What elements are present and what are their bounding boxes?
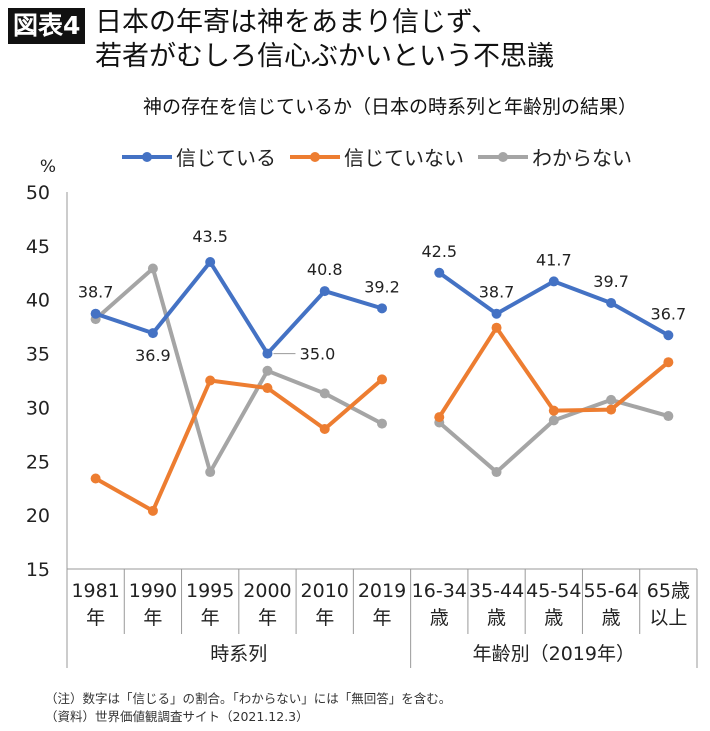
data-point [548,415,559,426]
note: （注）数字は「信じる」の割合。「わからない」には「無回答」を含む。 [45,691,452,706]
data-point [319,388,330,399]
data-point [319,286,330,297]
legend-marker [498,152,508,162]
source: （資料）世界価値観調査サイト（2021.12.3） [45,709,309,724]
data-label: 38.7 [479,283,515,302]
x-tick-label: 1990 [129,580,177,602]
data-label: 41.7 [536,250,572,269]
data-label: 39.2 [364,277,400,296]
y-tick-label: 40 [26,290,50,312]
x-tick-label: 35-44 [469,580,524,602]
x-tick-label: 55-64 [583,580,638,602]
y-tick-label: 35 [26,344,50,366]
y-tick-label: 20 [26,505,50,527]
data-label: 38.7 [78,283,114,302]
data-point [147,328,158,339]
figure-title: 日本の年寄は神をあまり信じず、 若者がむしろ信心ぶかいという不思議 [95,6,554,74]
data-point [90,308,101,319]
y-tick-label: 30 [26,397,50,419]
legend-label: 信じている [176,146,276,170]
data-point [90,473,101,484]
x-group-label: 時系列 [210,643,267,665]
data-point [491,322,502,333]
data-point [205,375,216,386]
x-tick-label: 2000 [243,580,291,602]
data-label: 43.5 [192,227,228,246]
legend-marker [310,152,320,162]
data-point [319,423,330,434]
data-point [377,418,387,429]
data-label: 36.7 [651,304,687,323]
data-point [262,383,273,394]
data-label: 36.9 [135,346,171,365]
x-tick-label: 以上 [649,607,687,629]
data-label: 40.8 [307,260,343,279]
data-point [548,276,559,287]
data-point [663,411,674,422]
data-point [606,394,617,405]
data-point [205,257,216,268]
x-tick-label: 年 [258,607,277,629]
data-point [205,467,216,478]
chart-title: 神の存在を信じているか（日本の時系列と年齢別の結果） [142,96,637,118]
x-tick-label: 65歳 [647,580,690,602]
x-tick-label: 2019 [358,580,406,602]
data-point [663,357,674,368]
data-point [606,297,617,308]
y-tick-label: 50 [26,182,50,204]
data-point [147,263,158,274]
data-point [434,412,445,423]
x-tick-label: 年 [315,607,334,629]
title-line-2: 若者がむしろ信心ぶかいという不思議 [95,41,554,72]
legend-label: 信じていない [344,146,464,170]
data-point [548,405,559,416]
y-axis-unit: % [40,157,56,177]
data-point [606,404,617,415]
series-line [94,266,383,475]
x-tick-label: 2010 [301,580,349,602]
data-point [663,330,674,341]
series-line [437,325,670,419]
legend-marker [142,152,152,162]
x-tick-label: 歳 [430,607,449,629]
y-tick-label: 25 [26,451,50,473]
x-tick-label: 歳 [602,607,621,629]
data-point [491,467,502,478]
x-group-label: 年齢別（2019年） [473,643,635,665]
data-label: 42.5 [421,242,457,261]
data-label: 35.0 [300,345,336,364]
x-tick-label: 年 [143,607,162,629]
x-tick-label: 歳 [544,607,563,629]
y-tick-label: 45 [26,236,50,258]
x-tick-label: 1981 [71,580,119,602]
title-line-1: 日本の年寄は神をあまり信じず、 [95,7,499,38]
x-tick-label: 45-54 [526,580,581,602]
series-line [94,377,384,513]
data-point [377,303,387,314]
x-tick-label: 年 [372,607,391,629]
data-point [262,348,273,359]
data-point [491,308,502,319]
y-tick-label: 15 [26,559,50,581]
series-line [94,260,383,356]
x-tick-label: 年 [86,607,105,629]
data-point [262,365,273,376]
x-tick-label: 年 [201,607,220,629]
x-tick-label: 歳 [487,607,506,629]
figure-badge: 図表4 [8,8,86,44]
x-tick-label: 16-34 [412,580,467,602]
data-point [377,374,387,385]
data-point [434,267,445,278]
data-label: 39.7 [593,272,629,291]
data-point [147,505,158,516]
x-tick-label: 1995 [186,580,234,602]
legend-label: わからない [532,146,632,170]
